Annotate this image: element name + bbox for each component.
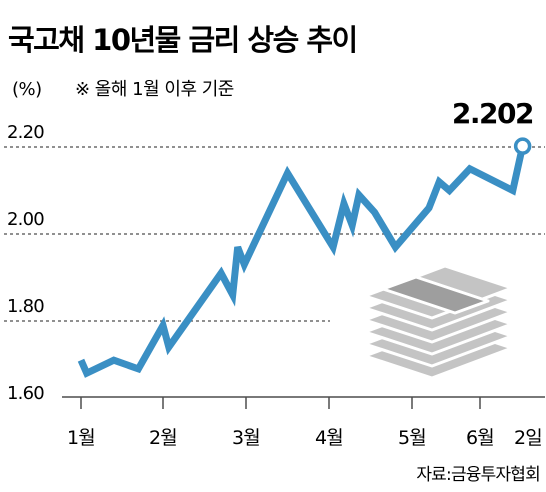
x-tick-label: 1월 (67, 427, 95, 449)
chart-title: 국고채 10년물 금리 상승 추이 (8, 23, 357, 57)
series-line (77, 145, 527, 378)
bond-stack-icon (363, 264, 514, 380)
x-tick-label: 6월 (466, 427, 494, 449)
y-axis-ticks: 2.20 2.00 1.80 1.60 (7, 122, 45, 404)
x-axis-ticks: 1월 2월 3월 4월 5월 6월 2일 (67, 397, 543, 449)
y-tick-label: 1.80 (7, 296, 44, 317)
y-tick-label: 2.20 (7, 122, 44, 143)
x-tick-label: 3월 (232, 427, 260, 449)
unit-label: (%) (12, 79, 42, 100)
chart-note: ※ 올해 1월 이후 기준 (75, 79, 234, 100)
last-point-marker (513, 137, 532, 155)
x-tick-label: 4월 (315, 427, 343, 449)
x-tick-label: 5월 (398, 427, 426, 449)
y-tick-label: 1.60 (7, 383, 44, 404)
grid-lines (4, 146, 545, 322)
y-tick-label: 2.00 (7, 209, 44, 230)
x-tick-label: 2일 (514, 427, 542, 449)
source-label: 자료:금융투자협회 (416, 465, 540, 485)
x-tick-label: 2월 (149, 427, 177, 449)
last-value-callout: 2.202 (452, 97, 533, 130)
